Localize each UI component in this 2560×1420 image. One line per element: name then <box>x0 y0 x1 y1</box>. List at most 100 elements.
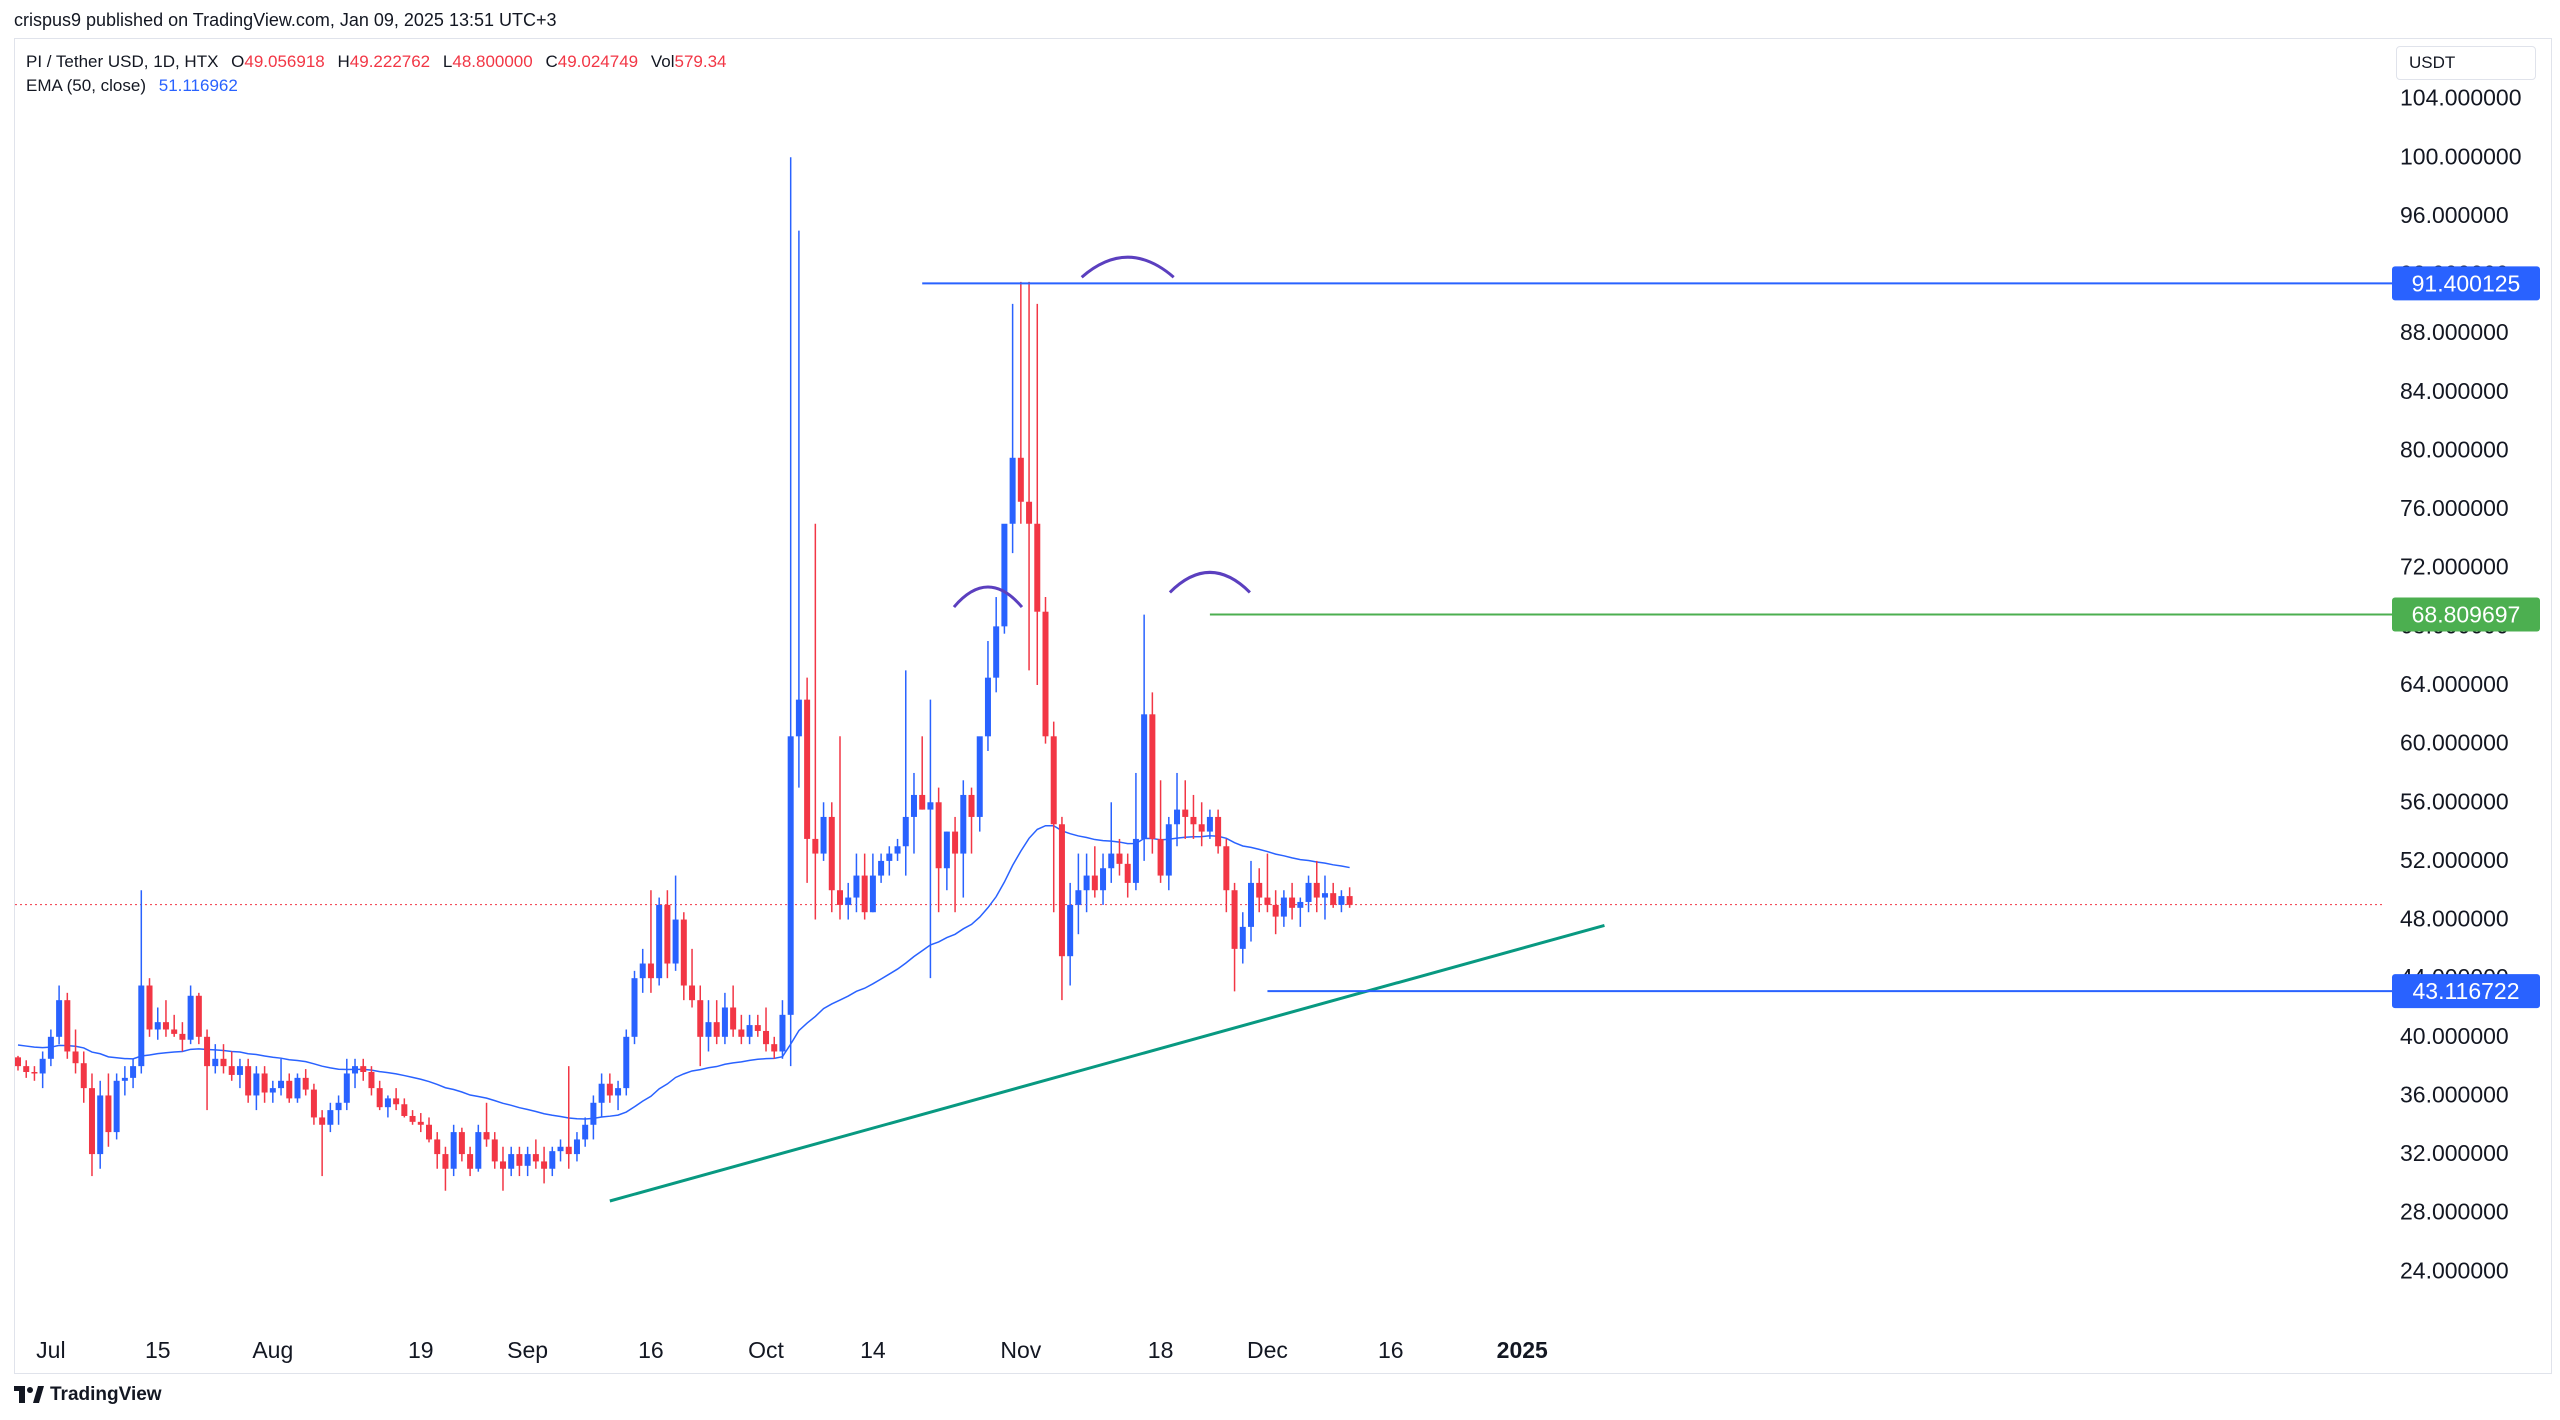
y-tick-label: 28.000000 <box>2400 1199 2509 1225</box>
candle-body-down <box>532 1154 539 1162</box>
tradingview-logo-icon <box>14 1386 44 1403</box>
legend-low-label: L <box>442 52 453 71</box>
candle-body-up <box>927 802 934 810</box>
candle-body-down <box>1330 893 1337 905</box>
y-tick-label: 32.000000 <box>2400 1140 2509 1166</box>
candle-body-up <box>39 1058 46 1074</box>
candle-body-up <box>343 1073 350 1103</box>
candle-body-up <box>130 1066 137 1078</box>
candle-body-up <box>1141 714 1148 839</box>
right-shoulder-arc <box>1168 571 1251 594</box>
candle-body-down <box>1313 882 1320 898</box>
candle-body-down <box>15 1057 21 1067</box>
candle-body-up <box>582 1124 589 1140</box>
candle-body-up <box>294 1077 301 1099</box>
candle-body-down <box>310 1089 317 1118</box>
candle-body-down <box>804 699 811 839</box>
candle-body-down <box>434 1139 441 1155</box>
candle-body-up <box>1297 901 1304 908</box>
y-tick-label: 60.000000 <box>2400 730 2509 756</box>
candle-body-down <box>195 995 202 1037</box>
candle-body-down <box>393 1098 400 1105</box>
legend-high-value: 49.222762 <box>349 52 431 71</box>
chart-frame <box>14 38 2552 1374</box>
candle-body-down <box>647 963 654 979</box>
candle-body-down <box>1124 863 1131 883</box>
candle-body-down <box>146 985 153 1030</box>
candle-body-down <box>730 1007 737 1030</box>
candle-body-down <box>1198 824 1205 832</box>
candle-body-up <box>327 1110 334 1125</box>
candle-body-down <box>697 1000 704 1037</box>
candle-body-up <box>1067 904 1074 957</box>
ascending-trendline <box>609 923 1605 1203</box>
candle-body-down <box>409 1115 416 1122</box>
x-tick-label: 18 <box>1148 1337 1174 1363</box>
candle-body-down <box>105 1095 112 1133</box>
candle-body-down <box>828 816 835 891</box>
candle-body-down <box>763 1030 770 1045</box>
legend-close-value: 49.024749 <box>557 52 639 71</box>
x-tick-label: Dec <box>1247 1337 1288 1363</box>
candle-body-down <box>162 1022 169 1030</box>
legend-low-value: 48.800000 <box>452 52 533 71</box>
candle-body-up <box>352 1066 359 1074</box>
y-tick-label: 96.000000 <box>2400 202 2509 228</box>
y-tick-label: 64.000000 <box>2400 671 2509 697</box>
candle-body-down <box>1264 897 1271 905</box>
legend-ema-row: EMA (50, close) 51.116962 <box>26 74 727 98</box>
candle-body-down <box>368 1072 375 1089</box>
candle-body-up <box>845 897 852 905</box>
candle-body-up <box>623 1036 630 1089</box>
legend-ema-value: 51.116962 <box>158 76 238 95</box>
candle-body-down <box>88 1088 95 1155</box>
candle-body-up <box>1321 893 1328 898</box>
candle-body-down <box>286 1080 293 1099</box>
price-badge-label: 43.116722 <box>2412 978 2519 1004</box>
candle-body-up <box>1239 926 1246 949</box>
candle-body-down <box>1034 523 1041 612</box>
currency-selector[interactable]: USDT <box>2396 46 2536 80</box>
x-tick-label: Sep <box>507 1337 548 1363</box>
candle-body-up <box>598 1083 605 1103</box>
candle-body-down <box>516 1154 523 1166</box>
candle-body-down <box>442 1154 449 1169</box>
candle-body-up <box>450 1132 457 1169</box>
candle-body-down <box>401 1104 408 1116</box>
ema-50-line <box>17 824 1350 1120</box>
candle-body-up <box>1165 824 1172 876</box>
candle-body-down <box>1050 736 1057 825</box>
x-tick-label: 19 <box>408 1337 434 1363</box>
x-tick-label: 15 <box>145 1337 171 1363</box>
candle-body-up <box>1075 890 1082 905</box>
candle-body-up <box>943 831 950 869</box>
candle-body-down <box>935 802 942 869</box>
candle-body-up <box>886 853 893 861</box>
y-tick-label: 40.000000 <box>2400 1023 2509 1049</box>
candle-body-up <box>1280 897 1287 917</box>
publish-info: crispus9 published on TradingView.com, J… <box>14 10 557 30</box>
candle-body-up <box>1248 882 1254 927</box>
candle-body-down <box>499 1161 506 1169</box>
y-tick-label: 88.000000 <box>2400 319 2509 345</box>
legend-symbol: PI / Tether USD, 1D, HTX <box>26 52 219 71</box>
candle-body-up <box>656 904 663 979</box>
candle-body-down <box>64 1000 71 1052</box>
candle-body-down <box>952 831 959 854</box>
candle-body-up <box>869 875 876 913</box>
candle-body-down <box>491 1139 498 1162</box>
candle-body-down <box>458 1132 465 1155</box>
candle-body-down <box>1182 809 1189 817</box>
tradingview-logo[interactable]: TradingView <box>14 1384 162 1406</box>
legend-open-label: O <box>231 52 245 71</box>
candle-body-up <box>524 1154 531 1166</box>
candle-body-up <box>557 1146 564 1152</box>
price-badge-label: 68.809697 <box>2412 601 2521 627</box>
tradingview-logo-text: TradingView <box>50 1384 162 1405</box>
candle-body-up <box>384 1098 391 1108</box>
candle-body-up <box>820 816 827 854</box>
candle-body-down <box>417 1121 424 1125</box>
candle-body-down <box>1091 875 1098 891</box>
candle-body-down <box>606 1083 613 1096</box>
